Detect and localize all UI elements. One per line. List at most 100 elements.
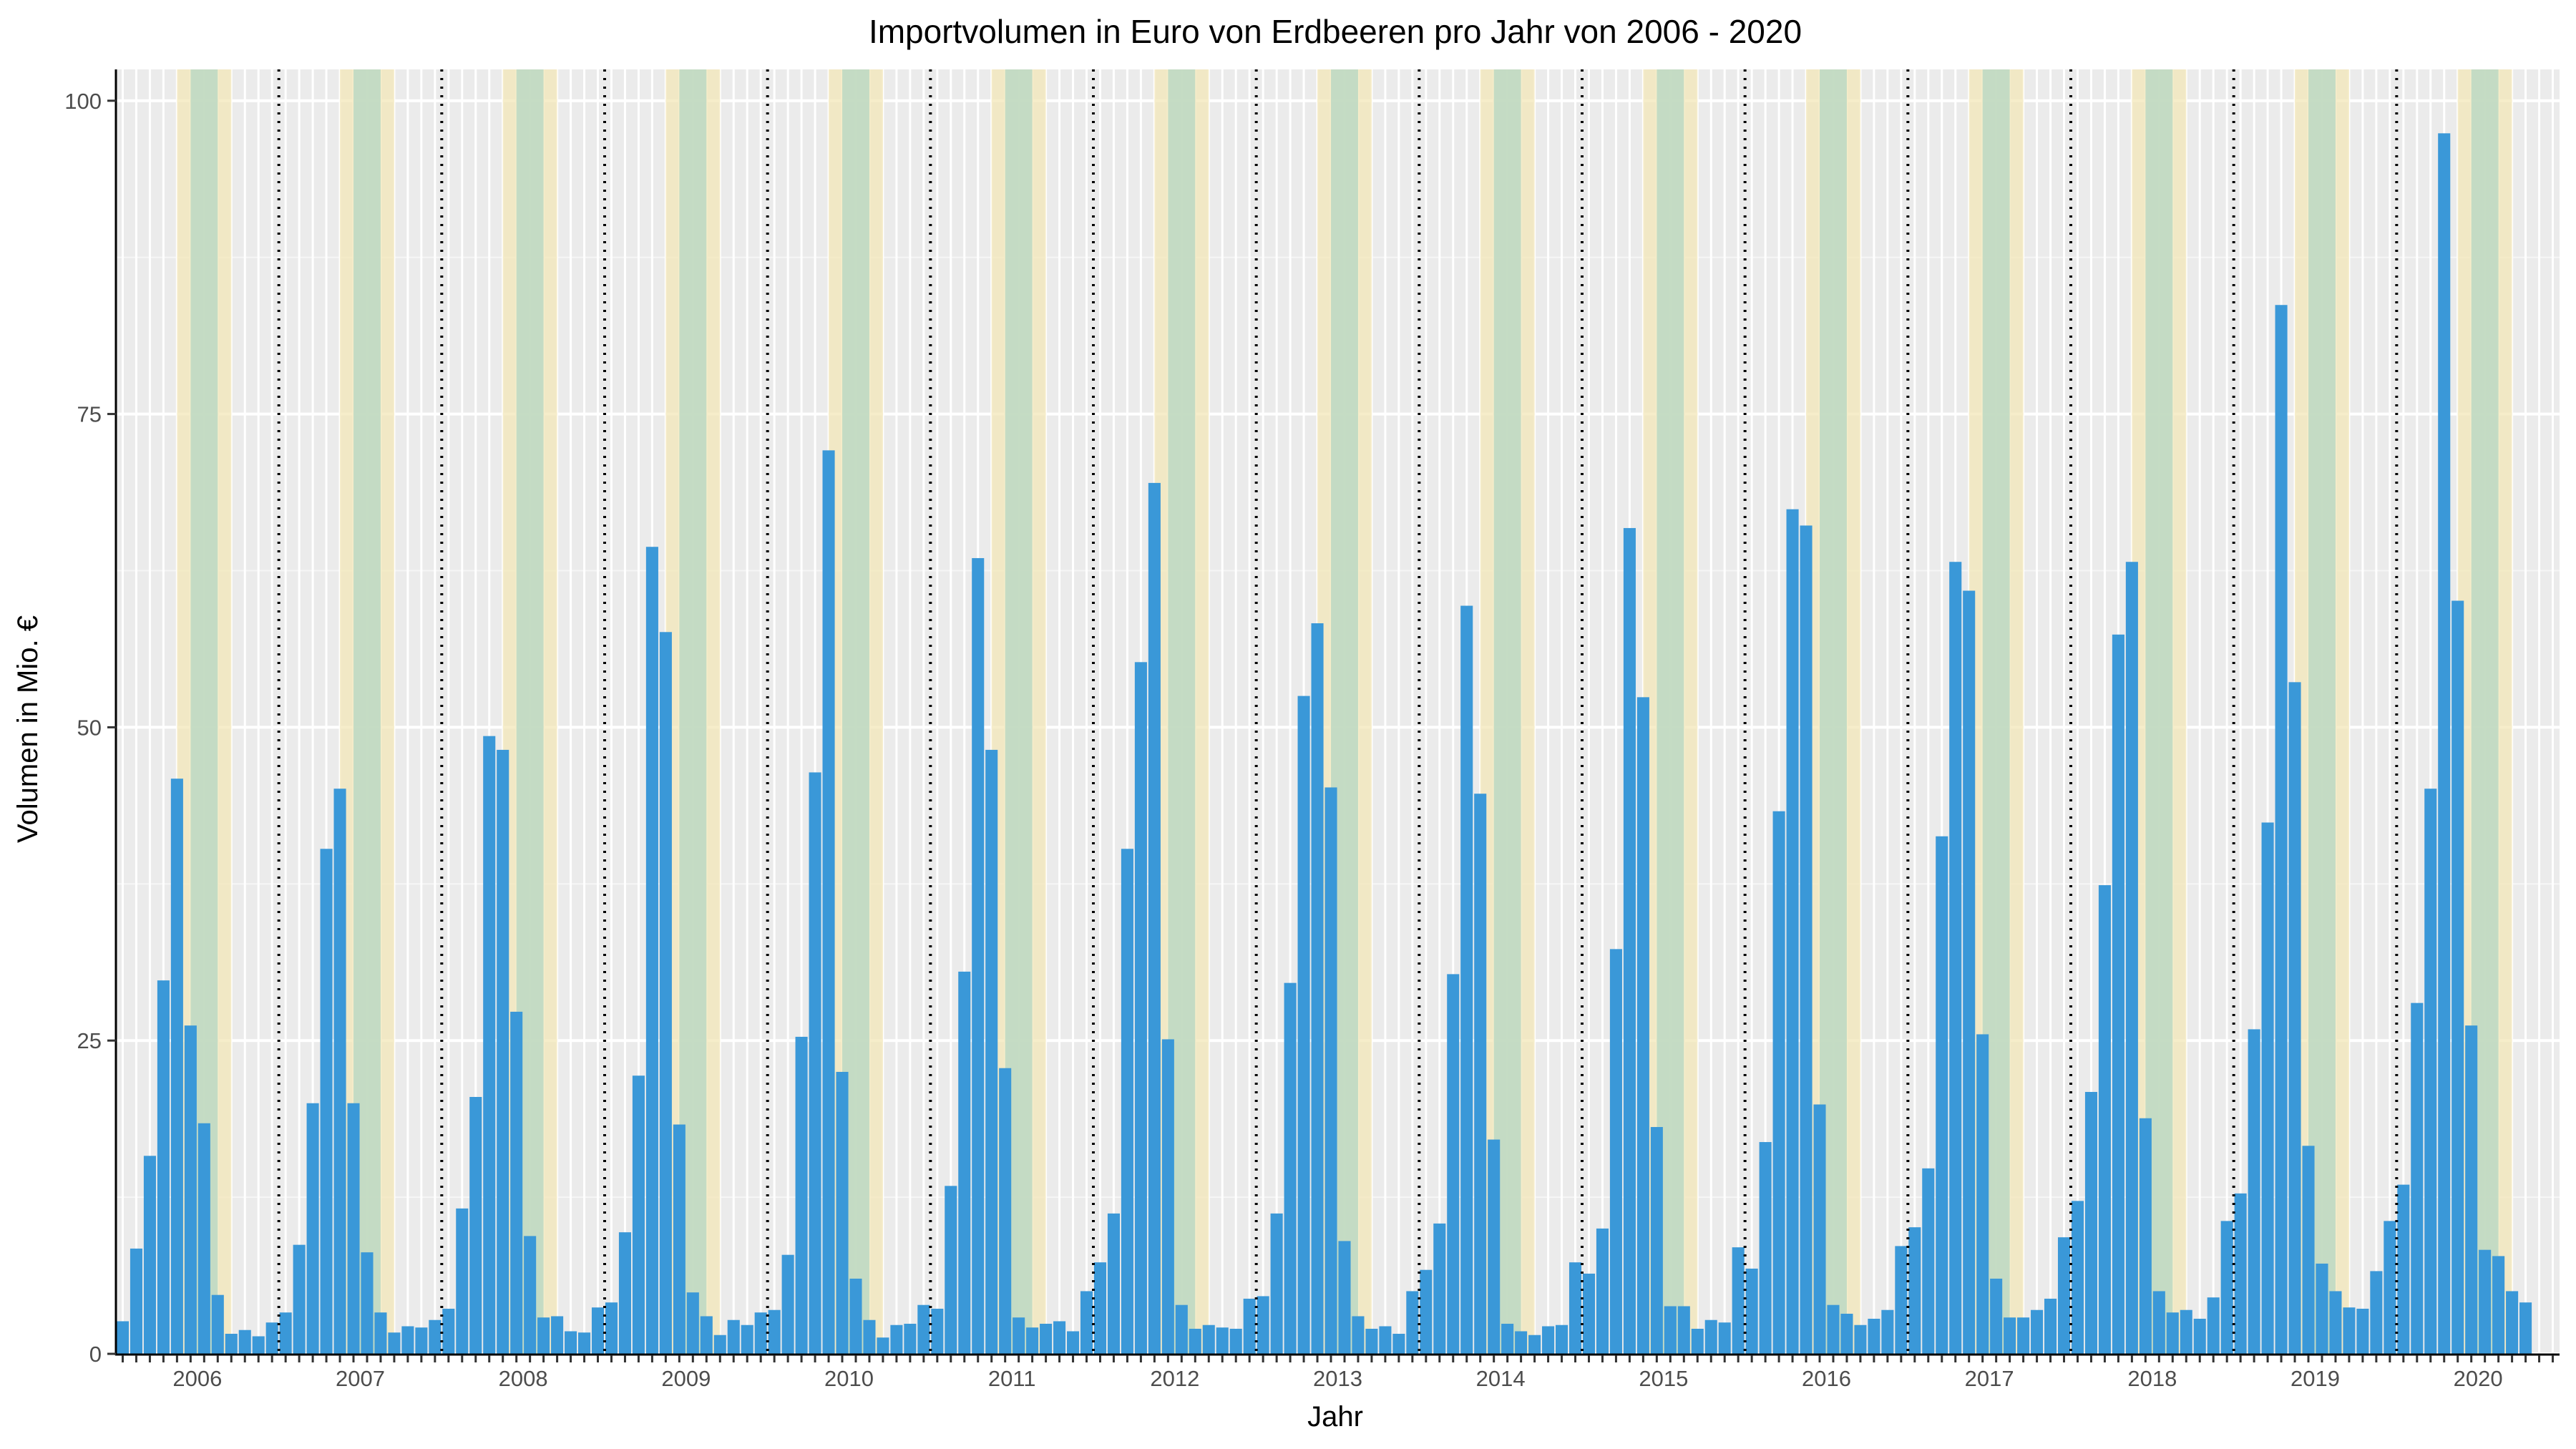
bar — [1324, 787, 1337, 1354]
bar — [2234, 1193, 2247, 1354]
bar — [890, 1324, 903, 1354]
bar — [170, 779, 183, 1354]
chart-title: Importvolumen in Euro von Erdbeeren pro … — [869, 13, 1802, 50]
bar — [510, 1011, 523, 1354]
bar — [1297, 696, 1310, 1354]
bar — [1229, 1328, 1242, 1354]
bar — [2139, 1118, 2152, 1354]
x-tick-label: 2020 — [2454, 1366, 2503, 1391]
y-tick-label: 75 — [77, 402, 102, 427]
bar — [2343, 1307, 2356, 1354]
bar — [605, 1302, 618, 1354]
bar — [1827, 1304, 1840, 1354]
bar — [2370, 1271, 2383, 1354]
bar — [211, 1294, 224, 1354]
bar — [2261, 822, 2274, 1354]
bar — [483, 736, 496, 1354]
y-tick-label: 25 — [77, 1028, 102, 1053]
y-tick-label: 50 — [77, 715, 102, 740]
bar — [686, 1292, 699, 1354]
bar — [1786, 509, 1799, 1355]
bar — [1759, 1142, 1772, 1354]
bar — [1650, 1127, 1663, 1354]
bar — [415, 1327, 428, 1354]
bar — [1243, 1298, 1256, 1354]
bar — [2044, 1298, 2057, 1354]
bar — [238, 1330, 251, 1354]
bar — [279, 1312, 292, 1354]
bar — [2152, 1291, 2165, 1354]
bar — [713, 1335, 726, 1354]
bar — [1433, 1223, 1446, 1354]
bar — [2017, 1317, 2030, 1354]
bar — [659, 632, 672, 1354]
x-tick-label: 2012 — [1150, 1366, 1199, 1391]
bar — [1474, 794, 1487, 1354]
season-bands — [177, 69, 2512, 1354]
bar — [1691, 1328, 1704, 1354]
bar — [673, 1124, 686, 1354]
bar — [1881, 1309, 1894, 1354]
bar — [1800, 525, 1813, 1355]
bar — [1623, 527, 1636, 1355]
bar — [2125, 562, 2138, 1354]
bar — [1406, 1291, 1419, 1354]
bar — [388, 1332, 401, 1354]
bar — [116, 1321, 130, 1354]
bar — [809, 772, 821, 1354]
bar — [197, 1123, 210, 1354]
bar — [320, 849, 333, 1354]
bar — [1420, 1269, 1433, 1354]
bar — [863, 1319, 876, 1354]
x-tick-label: 2017 — [1965, 1366, 2014, 1391]
bar — [795, 1036, 808, 1354]
bar — [2411, 1002, 2424, 1354]
bar — [1175, 1304, 1188, 1354]
bar — [618, 1232, 631, 1354]
bar — [347, 1103, 360, 1354]
bar — [2207, 1297, 2220, 1354]
bar — [1189, 1328, 1201, 1354]
bar — [2302, 1146, 2315, 1354]
bar — [2356, 1308, 2369, 1354]
bar — [252, 1336, 265, 1354]
bar — [1515, 1331, 1528, 1354]
bar — [578, 1332, 591, 1354]
bar — [1107, 1213, 1120, 1354]
bar — [429, 1319, 441, 1354]
bar — [2084, 1091, 2097, 1354]
bar — [537, 1317, 550, 1354]
bar — [1732, 1247, 1745, 1354]
bar — [1379, 1326, 1392, 1354]
bar — [1895, 1246, 1908, 1354]
bar — [917, 1304, 930, 1354]
season-band — [2308, 69, 2336, 1354]
bar — [700, 1316, 713, 1354]
bar — [184, 1025, 197, 1354]
bar — [1556, 1324, 1568, 1354]
bar — [1134, 662, 1147, 1354]
bar — [2506, 1291, 2519, 1354]
bar — [1365, 1328, 1378, 1354]
bar — [2180, 1309, 2192, 1354]
bar — [1080, 1291, 1093, 1354]
bar — [781, 1254, 794, 1354]
bar — [904, 1323, 917, 1354]
bar — [361, 1252, 374, 1354]
bar — [1026, 1327, 1039, 1354]
bar — [551, 1316, 564, 1354]
bar — [1460, 605, 1473, 1354]
bar — [456, 1208, 469, 1354]
bar — [1257, 1296, 1269, 1354]
bar — [632, 1075, 645, 1354]
bar — [565, 1331, 577, 1354]
x-tick-label: 2011 — [988, 1366, 1036, 1391]
bar — [469, 1097, 482, 1354]
bar — [2519, 1302, 2532, 1354]
bar — [1868, 1318, 1880, 1354]
bar — [2384, 1221, 2396, 1354]
bar — [374, 1312, 387, 1354]
bar — [1053, 1321, 1066, 1354]
bar — [1704, 1319, 1717, 1354]
